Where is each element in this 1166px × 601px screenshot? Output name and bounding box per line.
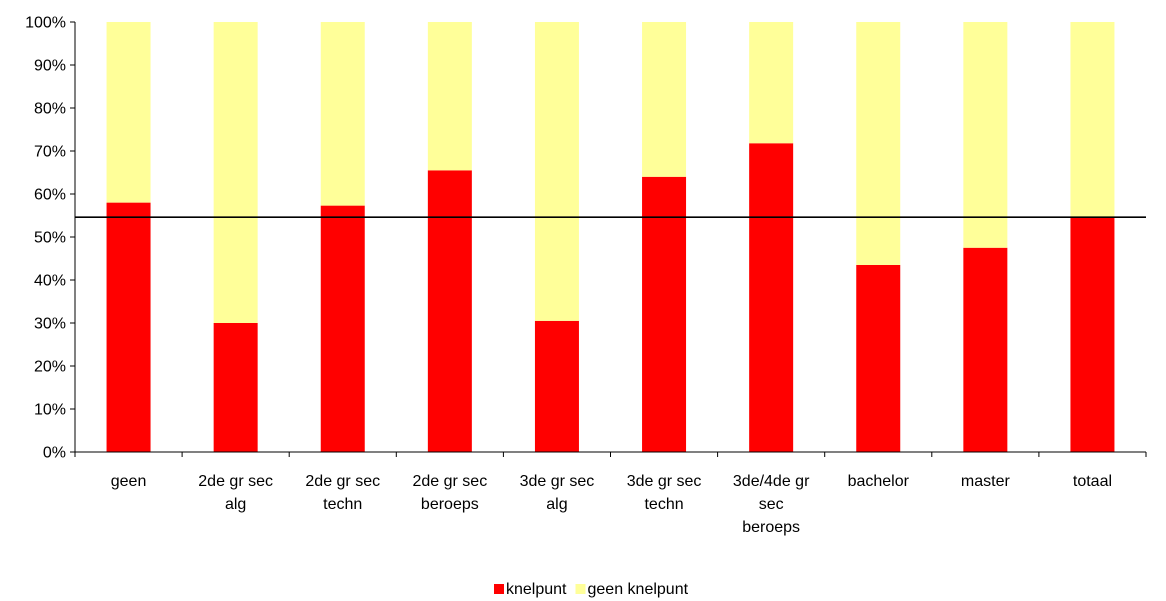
bar-geen-knelpunt-7 [856, 22, 901, 265]
category-label-8: master [961, 473, 1011, 490]
legend-swatch-0 [494, 584, 504, 594]
bar-knelpunt-5 [642, 176, 687, 453]
bar-geen-knelpunt-0 [106, 22, 151, 203]
bar-knelpunt-1 [213, 323, 258, 452]
bar-geen-knelpunt-1 [213, 22, 258, 323]
bar-knelpunt-0 [106, 202, 151, 452]
category-label-5: 3de gr sec techn [627, 473, 702, 513]
y-tick-label-9: 90% [34, 58, 66, 75]
bar-geen-knelpunt-4 [534, 22, 579, 321]
bar-geen-knelpunt-3 [427, 22, 472, 171]
bar-knelpunt-9 [1070, 217, 1115, 452]
bar-knelpunt-2 [320, 205, 365, 452]
bar-knelpunt-6 [749, 143, 794, 452]
bar-geen-knelpunt-5 [642, 22, 687, 177]
legend-label-0: knelpunt [506, 581, 567, 598]
category-label-9: totaal [1073, 473, 1112, 490]
bar-geen-knelpunt-8 [963, 22, 1008, 248]
bar-knelpunt-8 [963, 247, 1008, 452]
category-label-6: 3de/4de gr sec beroeps [733, 473, 810, 536]
y-tick-label-2: 20% [34, 359, 66, 376]
y-tick-label-10: 100% [25, 15, 66, 32]
category-label-0: geen [111, 473, 147, 490]
category-label-7: bachelor [848, 473, 910, 490]
legend-label-1: geen knelpunt [588, 581, 689, 598]
y-axis: 0% 10% 20% 30% 40% 50% 60% 70% 80% 90% 100% [25, 15, 76, 462]
category-label-3: 2de gr sec beroeps [412, 473, 487, 513]
y-tick-label-3: 30% [34, 316, 66, 333]
bar-knelpunt-4 [534, 320, 579, 452]
y-tick-label-5: 50% [34, 230, 66, 247]
category-label-4: 3de gr sec alg [520, 473, 595, 513]
y-tick-label-1: 10% [34, 402, 66, 419]
y-tick-label-4: 40% [34, 273, 66, 290]
bar-geen-knelpunt-2 [320, 22, 365, 206]
y-tick-label-8: 80% [34, 101, 66, 118]
bar-geen-knelpunt-6 [749, 22, 794, 144]
y-tick-label-0: 0% [43, 445, 66, 462]
legend: knelpunt geen knelpunt [494, 581, 689, 598]
y-tick-label-7: 70% [34, 144, 66, 161]
plot-area [75, 22, 1146, 453]
legend-swatch-1 [575, 584, 586, 594]
x-axis: geen 2de gr sec alg 2de gr sec techn 2de gr s… [74, 451, 1147, 536]
bar-geen-knelpunt-9 [1070, 22, 1115, 218]
bar-knelpunt-7 [856, 264, 901, 452]
bar-knelpunt-3 [427, 170, 472, 452]
y-tick-label-6: 60% [34, 187, 66, 204]
category-label-1: 2de gr sec alg [198, 473, 273, 513]
category-label-2: 2de gr sec techn [305, 473, 380, 513]
